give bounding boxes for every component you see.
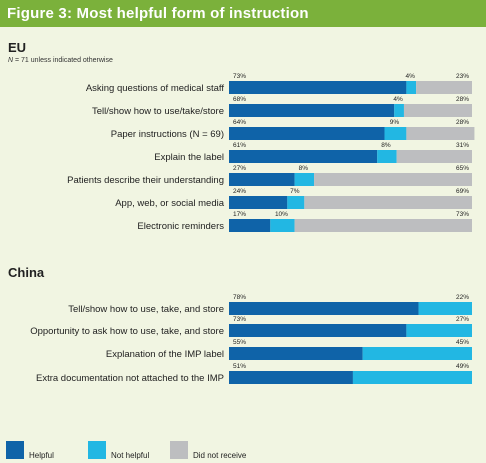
china-bar-not-helpful-3 <box>352 371 472 384</box>
china-value-label-not-helpful-0: 22% <box>456 294 469 301</box>
eu-bar-not-helpful-0 <box>406 81 417 94</box>
eu-value-label-helpful-5: 24% <box>233 188 246 195</box>
china-value-label-helpful-1: 73% <box>233 316 246 323</box>
china-value-label-helpful-3: 51% <box>233 363 246 370</box>
eu-note-n: N <box>8 57 14 64</box>
eu-bar-did-not-receive-1 <box>403 104 472 117</box>
eu-bar-helpful-3 <box>229 150 378 163</box>
eu-note-rest: = 71 unless indicated otherwise <box>13 57 113 64</box>
eu-category-label-4: Patients describe their understanding <box>67 175 224 186</box>
eu-bar-helpful-0 <box>229 81 407 94</box>
eu-value-label-did-not-receive-0: 23% <box>456 73 469 80</box>
eu-bar-not-helpful-2 <box>384 127 407 140</box>
china-bar-helpful-2 <box>229 347 363 360</box>
china-category-label-1: Opportunity to ask how to use, take, and… <box>30 326 224 337</box>
eu-sample-note: N = 71 unless indicated otherwise <box>8 57 113 64</box>
eu-value-label-helpful-3: 61% <box>233 142 246 149</box>
eu-value-label-not-helpful-4: 8% <box>299 165 309 172</box>
eu-value-label-not-helpful-6: 10% <box>275 211 288 218</box>
eu-bar-did-not-receive-6 <box>294 219 472 232</box>
china-bar-helpful-1 <box>229 324 407 337</box>
eu-category-label-0: Asking questions of medical staff <box>86 83 225 94</box>
legend: Helpful Not helpful Did not receive <box>6 441 476 460</box>
eu-value-label-not-helpful-3: 8% <box>381 142 391 149</box>
legend-swatch-did-not-receive <box>170 441 188 459</box>
legend-label-not-helpful: Not helpful <box>111 451 150 460</box>
eu-bar-helpful-4 <box>229 173 295 186</box>
china-value-label-not-helpful-2: 45% <box>456 339 469 346</box>
china-bar-not-helpful-0 <box>418 302 472 315</box>
eu-category-label-2: Paper instructions (N = 69) <box>111 129 224 140</box>
eu-value-label-did-not-receive-2: 28% <box>456 119 469 126</box>
eu-value-label-did-not-receive-1: 28% <box>456 96 469 103</box>
eu-bar-did-not-receive-4 <box>314 173 472 186</box>
eu-value-label-helpful-1: 68% <box>233 96 246 103</box>
legend-label-did-not-receive: Did not receive <box>193 451 247 460</box>
eu-bar-not-helpful-5 <box>287 196 305 209</box>
legend-swatch-not-helpful <box>88 441 106 459</box>
eu-bar-helpful-5 <box>229 196 288 209</box>
eu-category-label-6: Electronic reminders <box>137 221 224 232</box>
china-value-label-helpful-2: 55% <box>233 339 246 346</box>
eu-category-label-1: Tell/show how to use/take/store <box>92 106 224 117</box>
eu-value-label-not-helpful-5: 7% <box>290 188 300 195</box>
eu-bar-did-not-receive-2 <box>406 127 475 140</box>
china-category-label-2: Explanation of the IMP label <box>106 349 224 360</box>
eu-value-label-helpful-6: 17% <box>233 211 246 218</box>
china-bar-helpful-3 <box>229 371 353 384</box>
eu-bar-not-helpful-3 <box>377 150 397 163</box>
china-category-label-3: Extra documentation not attached to the … <box>36 373 224 384</box>
eu-value-label-did-not-receive-6: 73% <box>456 211 469 218</box>
china-bar-not-helpful-2 <box>362 347 472 360</box>
eu-section-title: EU <box>8 40 27 55</box>
eu-value-label-helpful-0: 73% <box>233 73 246 80</box>
eu-category-label-3: Explain the label <box>154 152 224 163</box>
china-section-title: China <box>8 265 45 280</box>
legend-swatch-helpful <box>6 441 24 459</box>
figure-title-bar: Figure 3: Most helpful form of instructi… <box>0 0 486 27</box>
eu-value-label-did-not-receive-4: 65% <box>456 165 469 172</box>
china-value-label-not-helpful-3: 49% <box>456 363 469 370</box>
eu-value-label-did-not-receive-3: 31% <box>456 142 469 149</box>
eu-value-label-not-helpful-0: 4% <box>406 73 416 80</box>
eu-bar-not-helpful-1 <box>394 104 404 117</box>
eu-bar-helpful-6 <box>229 219 271 232</box>
eu-value-label-helpful-4: 27% <box>233 165 246 172</box>
china-value-label-helpful-0: 78% <box>233 294 246 301</box>
eu-bar-did-not-receive-0 <box>416 81 472 94</box>
eu-value-label-did-not-receive-5: 69% <box>456 188 469 195</box>
eu-value-label-not-helpful-2: 9% <box>390 119 400 126</box>
eu-bar-not-helpful-6 <box>270 219 295 232</box>
china-bar-not-helpful-1 <box>406 324 472 337</box>
eu-bar-not-helpful-4 <box>294 173 315 186</box>
legend-label-helpful: Helpful <box>29 451 54 460</box>
eu-bar-did-not-receive-3 <box>396 150 472 163</box>
eu-value-label-helpful-2: 64% <box>233 119 246 126</box>
eu-bar-helpful-1 <box>229 104 395 117</box>
eu-bar-did-not-receive-5 <box>304 196 472 209</box>
china-value-label-not-helpful-1: 27% <box>456 316 469 323</box>
eu-bar-helpful-2 <box>229 127 385 140</box>
eu-value-label-not-helpful-1: 4% <box>393 96 403 103</box>
eu-category-label-5: App, web, or social media <box>115 198 224 209</box>
china-category-label-0: Tell/show how to use, take, and store <box>68 304 224 315</box>
figure-title: Figure 3: Most helpful form of instructi… <box>7 5 309 22</box>
china-bar-helpful-0 <box>229 302 419 315</box>
